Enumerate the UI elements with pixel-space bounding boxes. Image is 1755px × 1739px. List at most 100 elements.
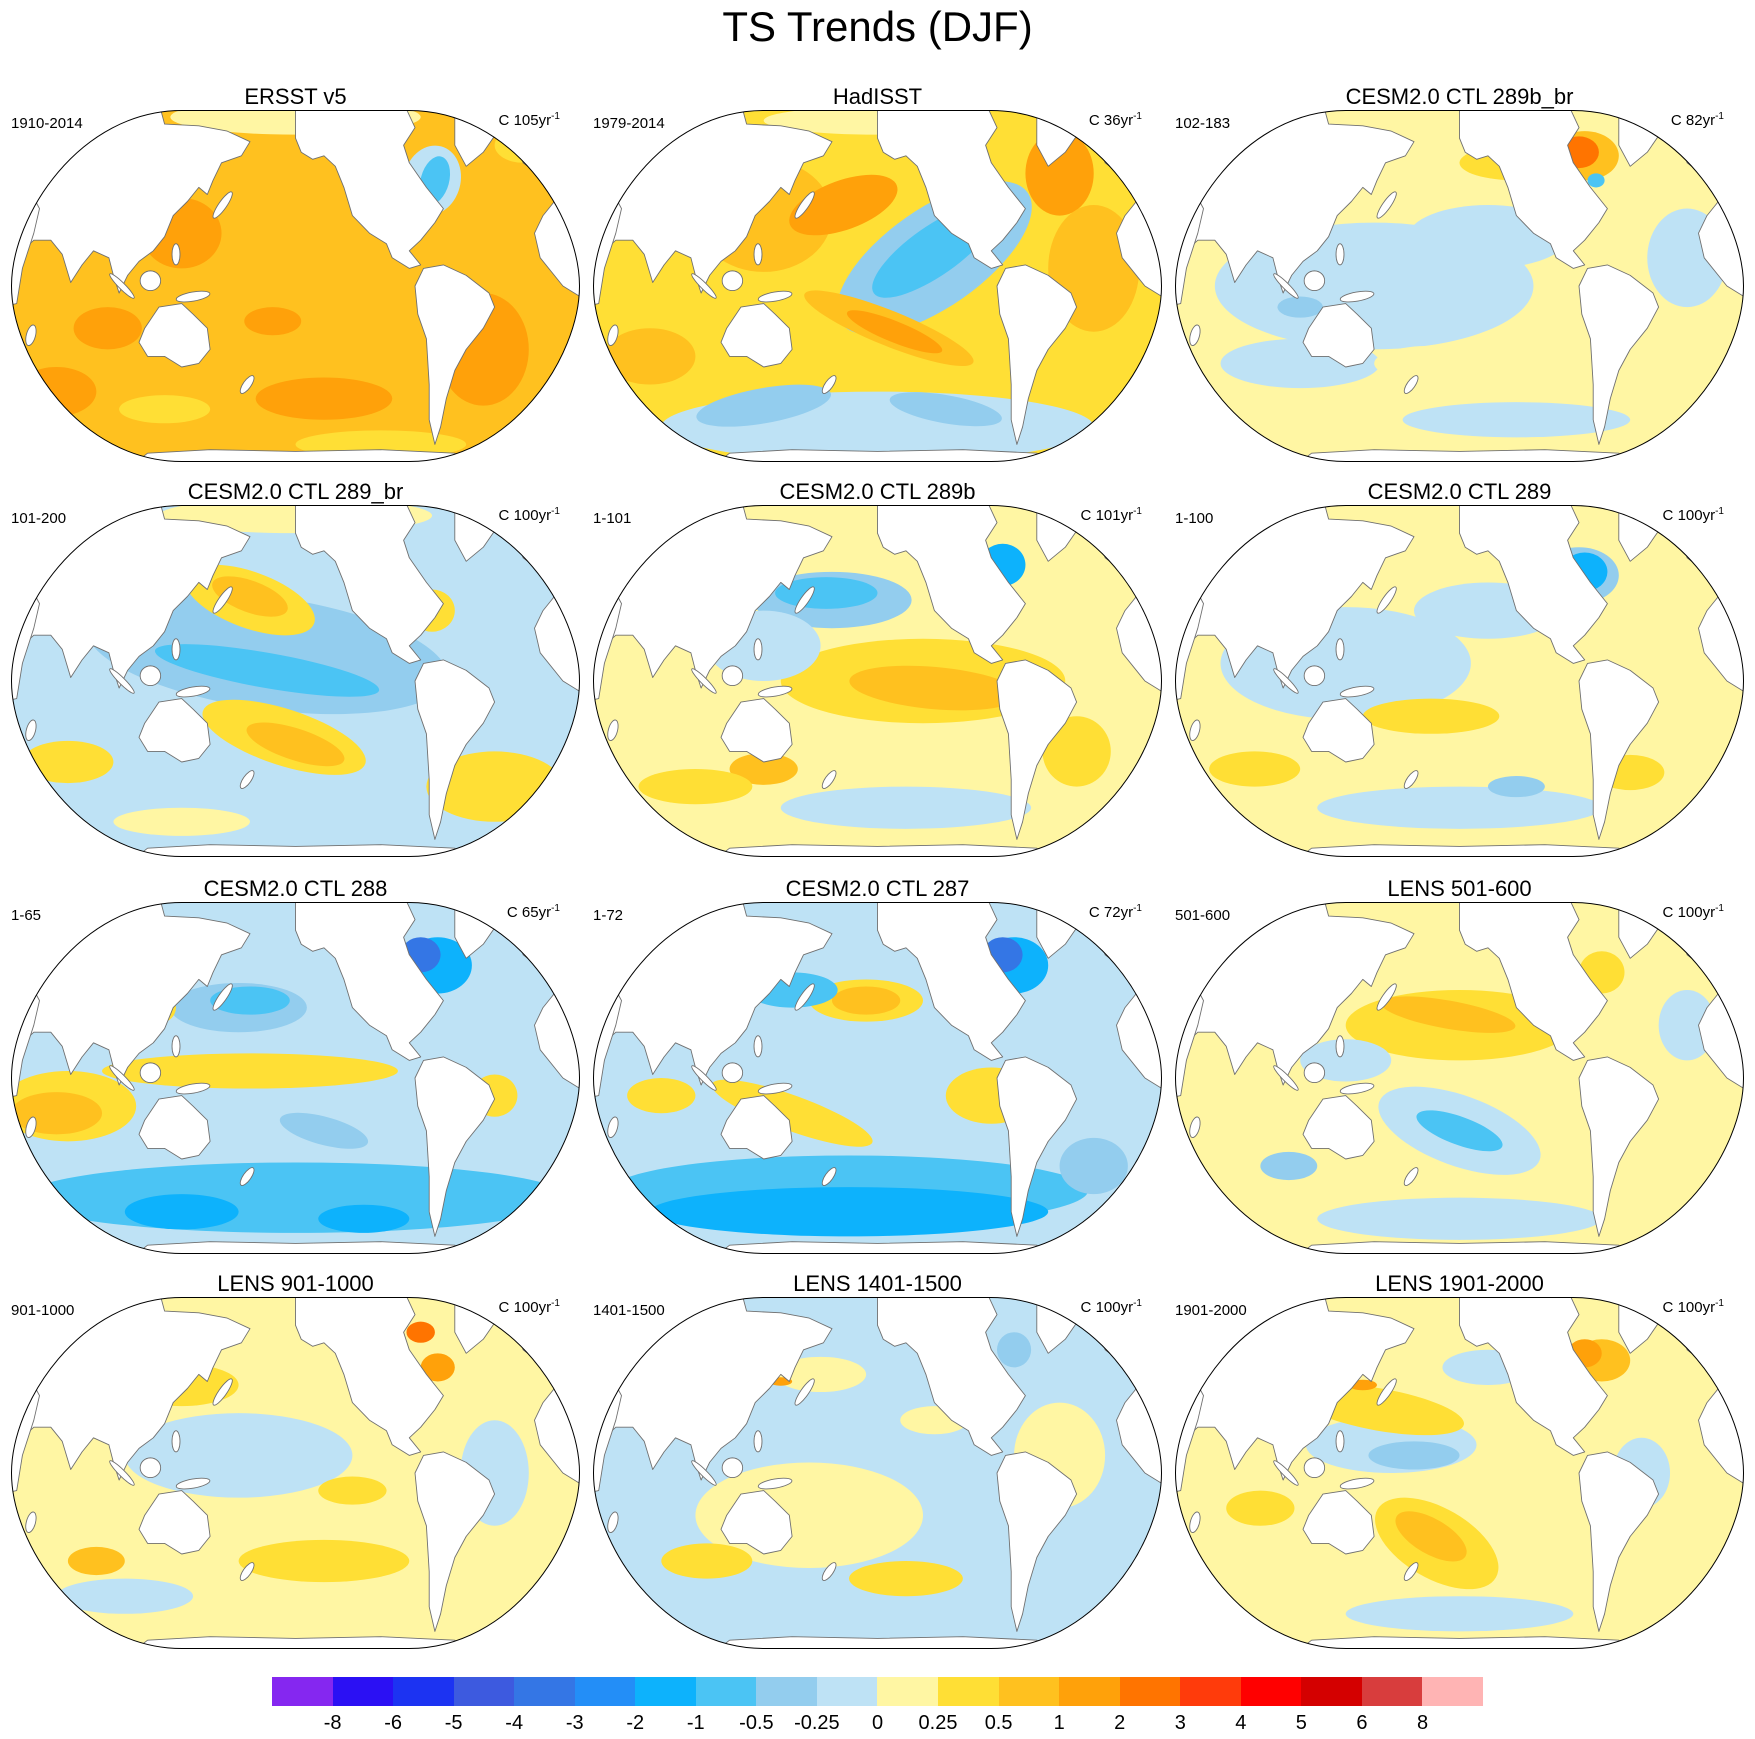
scale-exponent: -1 [1133,903,1142,914]
map-panel: LENS 1401-1500 1401-1500 C 100yr-1 [593,1271,1162,1649]
map-outline [593,902,1162,1254]
map-field [1175,1297,1744,1649]
trend-map [593,1297,1162,1649]
land-north-america [1459,505,1608,664]
island-new-guinea [757,290,793,303]
island-new-zealand [1403,375,1419,394]
panel-period-label: 1-65 [11,907,42,924]
island-japan [1376,586,1397,614]
panel-title: LENS 1401-1500 [793,1271,962,1296]
island-new-guinea [1339,1477,1375,1490]
map-panel: HadISST 1979-2014 C 36yr-1 [593,84,1162,462]
island-japan [212,191,233,219]
panel-title: CESM2.0 CTL 287 [785,876,970,901]
trend-region [1059,1137,1128,1195]
colorbar-swatch [393,1677,454,1706]
island-madagascar [1189,1116,1201,1138]
panel-period-label: 1-100 [1175,510,1214,527]
island-new-zealand [821,770,837,789]
island-philippines [1335,243,1345,266]
map-field [593,1297,1162,1649]
trend-map [1175,505,1744,857]
trend-region [789,174,898,236]
scale-length: 100yr [1095,1299,1134,1316]
colorbar-tick-label: -1 [686,1712,705,1734]
island-japan [212,586,233,614]
land-north-america [877,1297,1026,1456]
island-sumatra [691,273,717,299]
island-madagascar [25,1116,37,1138]
island-sumatra [109,273,135,299]
land-antarctica [112,844,490,857]
colorbar-swatch [1422,1677,1483,1706]
island-sumatra [109,668,135,694]
land-australia [1302,1095,1375,1160]
panel-title: LENS 501-600 [1387,876,1532,901]
land-antarctica [112,449,490,462]
map-panel: CESM2.0 CTL 289 1-100 C 100yr-1 [1175,479,1744,857]
map-panel: CESM2.0 CTL 287 1-72 C 72yr-1 [593,876,1162,1254]
island-new-guinea [1339,1082,1375,1095]
map-field [1175,505,1744,857]
trend-region [1380,996,1516,1033]
land-south-america [414,1056,496,1237]
trend-map [11,902,580,1254]
panel-period-label: 901-1000 [11,1302,75,1319]
colorbar-tick-label: 3 [1174,1712,1186,1734]
colorbar-tick-label: 8 [1416,1712,1429,1734]
land-australia [720,303,793,368]
land-australia [138,1095,211,1160]
trend-region [831,986,901,1015]
trend-map [593,110,1162,462]
panel-period-label: 1979-2014 [593,115,665,132]
colorbar-tick-label: 0.25 [918,1712,958,1734]
scale-exponent: -1 [1715,903,1724,914]
trend-region [1362,698,1500,734]
trend-region [119,395,211,424]
colorbar-tick-label: -2 [626,1712,645,1734]
colorbar-swatch [756,1677,817,1706]
island-borneo [1303,1062,1326,1084]
land-north-america [295,505,444,664]
trend-region [22,740,114,784]
island-madagascar [607,1511,619,1533]
colorbar-swatch [574,1677,636,1706]
trend-region [1209,751,1301,787]
land-south-america [1578,264,1660,445]
panel-scale-label: C 105yr-1 [499,111,560,130]
island-sumatra [691,668,717,694]
trend-region [1395,1511,1467,1562]
scale-exponent: -1 [551,111,560,122]
trend-region [1317,786,1602,829]
map-outline [11,505,580,857]
island-sumatra [1273,1460,1299,1486]
colorbar-swatch [877,1677,939,1706]
land-antarctica [112,1636,490,1649]
island-new-guinea [175,290,211,303]
trend-region [244,307,302,336]
island-sumatra [109,1460,135,1486]
island-japan [212,983,233,1011]
island-sumatra [691,1065,717,1091]
scale-length: 82yr [1685,112,1716,129]
scale-exponent: -1 [1133,1298,1142,1309]
scale-length: 100yr [1677,507,1716,524]
panel-scale-label: C 100yr-1 [499,1299,560,1317]
island-new-zealand [239,1562,255,1581]
scale-unit: C [506,904,518,921]
trend-map [593,505,1162,857]
map-field [11,902,580,1254]
trend-map [11,505,580,857]
land-antarctica [1276,844,1654,857]
trend-region [1226,1490,1295,1526]
trend-region [318,1204,410,1233]
island-new-zealand [239,375,255,394]
land-antarctica [1276,1241,1654,1254]
island-sumatra [1273,273,1299,299]
panel-title: HadISST [832,84,923,109]
land-north-america [295,110,444,269]
scale-unit: C [1080,507,1092,524]
trend-region [627,1078,696,1114]
map-outline [11,110,580,462]
land-north-america [877,505,1026,664]
